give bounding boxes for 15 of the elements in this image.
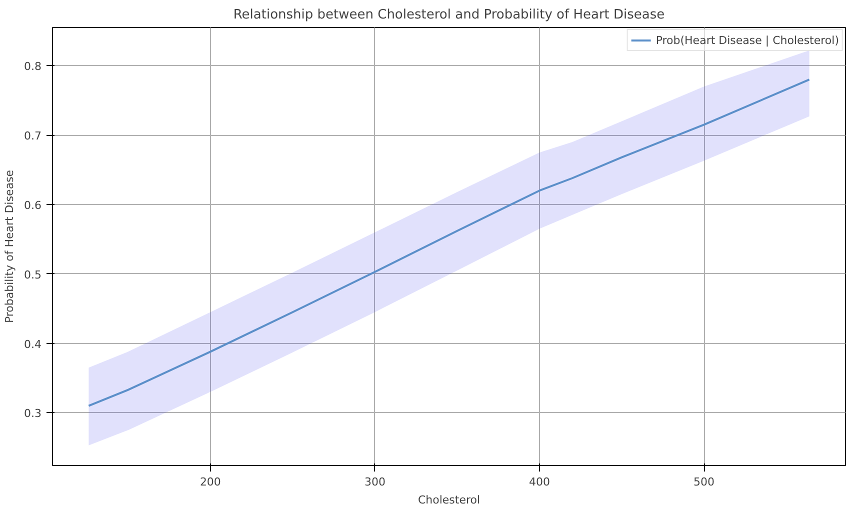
x-tick-label: 400 xyxy=(528,476,550,488)
x-tick-label: 200 xyxy=(200,476,221,488)
y-tick-label: 0.8 xyxy=(24,60,42,74)
x-axis-title: Cholesterol xyxy=(418,494,480,506)
x-tick-label: 500 xyxy=(694,476,715,488)
y-tick-label: 0.5 xyxy=(24,268,42,282)
y-tick-label: 0.6 xyxy=(24,199,42,212)
x-tick-label: 300 xyxy=(364,476,386,488)
line-series xyxy=(88,78,810,407)
legend-label: Prob(Heart Disease | Cholesterol) xyxy=(656,33,839,47)
y-tick-label: 0.7 xyxy=(24,130,42,143)
y-axis-title: Probability of Heart Disease xyxy=(3,170,16,324)
chart-title: Relationship between Cholesterol and Probability of Heart Disease xyxy=(233,8,665,22)
y-tick-label: 0.4 xyxy=(24,338,42,351)
y-tick-label: 0.3 xyxy=(24,407,42,420)
